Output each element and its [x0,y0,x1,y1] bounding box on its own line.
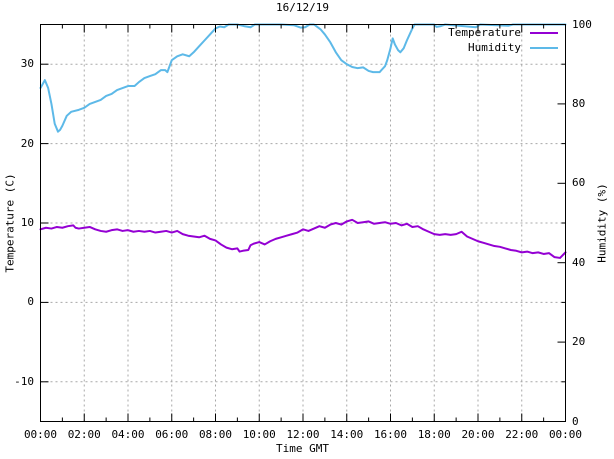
y-left-tick-label: 10 [20,216,34,229]
x-tick-label: 20:00 [461,428,495,441]
x-tick-label: 14:00 [330,428,364,441]
y-left-tick-label: 0 [27,295,34,309]
x-tick-label: 10:00 [242,428,276,441]
legend-line-sample-humidity [530,46,558,49]
legend: Temperature Humidity [448,25,558,55]
y-left-tick-label: 20 [20,136,34,150]
y-right-tick-label: 60 [572,176,586,190]
y-axis-right-label: Humidity (%) [595,183,609,263]
y-left-tick-label: -10 [14,374,34,388]
x-tick-label: 06:00 [155,428,189,441]
y-right-tick-label: 0 [572,414,579,428]
x-tick-label: 04:00 [111,428,145,441]
x-tick-label: 00:00 [23,428,58,441]
legend-line-sample-temperature [530,31,558,34]
y-right-tick-label: 40 [572,255,586,269]
y-right-tick-label: 100 [572,17,592,31]
y-left-tick-label: 30 [20,57,34,71]
chart-title: 16/12/19 [276,1,329,14]
x-tick-label: 12:00 [286,428,320,441]
x-tick-label: 08:00 [198,428,233,441]
y-right-tick-label: 80 [572,96,586,110]
legend-item-temperature: Temperature [448,25,558,40]
legend-item-humidity: Humidity [448,40,558,55]
x-tick-label: 16:00 [373,428,408,441]
legend-label-humidity: Humidity [468,41,521,54]
y-right-tick-label: 20 [572,335,586,349]
x-tick-label: 18:00 [417,428,451,441]
x-tick-label: 00:00 [548,428,583,441]
x-axis-label: Time GMT [276,442,329,455]
x-tick-label: 02:00 [67,428,101,441]
legend-label-temperature: Temperature [448,26,521,39]
x-tick-label: 22:00 [505,428,539,441]
